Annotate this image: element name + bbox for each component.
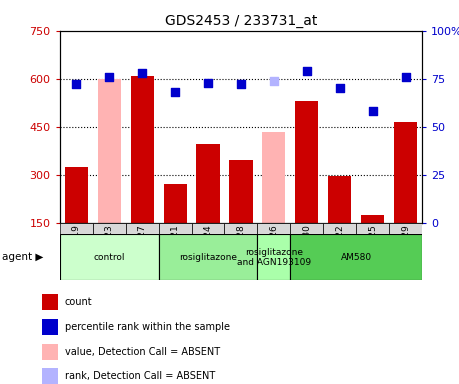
Text: GSM132929: GSM132929 <box>401 224 410 279</box>
Bar <box>191 223 224 280</box>
Text: GSM132926: GSM132926 <box>269 224 279 279</box>
Bar <box>263 131 285 223</box>
Bar <box>257 223 291 280</box>
Bar <box>230 161 252 223</box>
Bar <box>328 176 352 223</box>
Text: AM580: AM580 <box>341 253 372 262</box>
Bar <box>389 223 422 280</box>
Bar <box>291 223 324 280</box>
Bar <box>126 223 158 280</box>
Text: count: count <box>65 297 93 307</box>
Bar <box>65 167 88 223</box>
Bar <box>158 223 191 280</box>
Text: rosiglitazone
and AGN193109: rosiglitazone and AGN193109 <box>237 248 311 267</box>
Bar <box>224 223 257 280</box>
Text: value, Detection Call = ABSENT: value, Detection Call = ABSENT <box>65 347 220 357</box>
Bar <box>42 319 58 335</box>
Point <box>303 68 311 74</box>
Point <box>106 74 113 80</box>
Bar <box>356 223 389 280</box>
Title: GDS2453 / 233731_at: GDS2453 / 233731_at <box>165 14 317 28</box>
Text: GSM132919: GSM132919 <box>72 224 81 279</box>
Text: control: control <box>93 253 125 262</box>
Text: GSM132927: GSM132927 <box>138 224 146 279</box>
Bar <box>291 234 422 280</box>
Text: GSM132930: GSM132930 <box>302 224 311 279</box>
Point <box>204 79 212 86</box>
Point <box>237 81 245 88</box>
Bar <box>296 101 319 223</box>
Point <box>270 78 278 84</box>
Text: GSM132924: GSM132924 <box>203 224 213 279</box>
Text: GSM132921: GSM132921 <box>171 224 179 279</box>
Bar <box>361 215 384 223</box>
Bar <box>60 223 93 280</box>
Point <box>171 89 179 95</box>
Bar <box>163 184 187 223</box>
Bar <box>324 223 356 280</box>
Text: GSM132925: GSM132925 <box>368 224 377 279</box>
Text: GSM132922: GSM132922 <box>336 224 344 279</box>
Bar <box>196 144 219 223</box>
Text: agent ▶: agent ▶ <box>2 252 44 262</box>
Bar <box>60 234 158 280</box>
Bar <box>130 76 154 223</box>
Bar <box>158 234 257 280</box>
Text: rosiglitazone: rosiglitazone <box>179 253 237 262</box>
Bar <box>98 79 121 223</box>
Text: percentile rank within the sample: percentile rank within the sample <box>65 322 230 332</box>
Bar <box>394 122 417 223</box>
Point <box>369 108 376 114</box>
Bar <box>257 234 291 280</box>
Bar <box>93 223 126 280</box>
Text: GSM132923: GSM132923 <box>105 224 114 279</box>
Point <box>336 85 343 91</box>
Bar <box>42 344 58 360</box>
Bar <box>42 294 58 310</box>
Point <box>139 70 146 76</box>
Text: rank, Detection Call = ABSENT: rank, Detection Call = ABSENT <box>65 371 215 381</box>
Bar <box>42 368 58 384</box>
Point <box>73 81 80 88</box>
Text: GSM132928: GSM132928 <box>236 224 246 279</box>
Point <box>402 74 409 80</box>
